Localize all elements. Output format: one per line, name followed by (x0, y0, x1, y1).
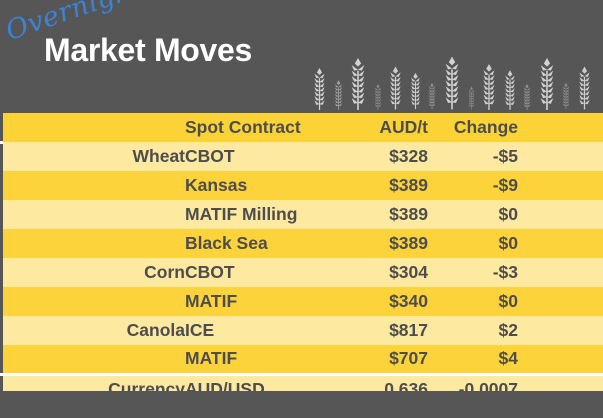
gutter-cell (0, 200, 3, 229)
wheat-stalk-icon (429, 82, 436, 110)
table-row[interactable]: Kansas $389 -$9 (0, 171, 603, 200)
cell-price: $707 (389, 348, 428, 368)
wheat-stalk-icon (410, 72, 420, 110)
wheat-stalk-icon (579, 66, 590, 110)
wheat-stalk-icon (468, 86, 474, 110)
column-header-aud: AUD/t (379, 116, 428, 137)
cell-spacer (518, 345, 603, 374)
cell-spot-contract: MATIF Milling (185, 203, 298, 224)
table-row[interactable]: MATIF $707 $4 (0, 345, 603, 374)
cell-spacer (518, 316, 603, 345)
cell-spacer (518, 258, 603, 287)
wheat-stalk-icon (314, 68, 325, 110)
cell-spot-contract: Black Sea (185, 232, 268, 253)
cell-spot-contract: CBOT (185, 261, 235, 282)
table-row[interactable]: Canola ICE $817 $2 (0, 316, 603, 345)
card-footer (0, 391, 603, 418)
cell-change: $4 (498, 348, 518, 368)
cell-change: $0 (498, 232, 518, 253)
cell-spacer (518, 229, 603, 258)
table-row[interactable]: Wheat CBOT $328 -$5 (0, 142, 603, 171)
wheat-stalk-icon (524, 84, 531, 110)
cell-change: -$3 (492, 261, 518, 282)
title-block: Overnight Market Moves (0, 0, 330, 113)
page-title: Market Moves (44, 32, 253, 68)
wheat-decoration (313, 48, 603, 110)
cell-price: $389 (389, 203, 428, 224)
table-body: Wheat CBOT $328 -$5 Kansas $389 -$9 MATIF Milli… (0, 142, 603, 403)
wheat-stalk-icon (374, 84, 381, 110)
cell-price: $340 (389, 290, 428, 311)
wheat-stalk-icon (483, 64, 495, 110)
cell-spot-contract: MATIF (185, 290, 238, 311)
cell-category: Wheat (132, 145, 186, 166)
column-header-spacer (518, 113, 603, 142)
column-header-change: Change (453, 116, 518, 137)
cell-change: $0 (498, 203, 518, 224)
column-header-spot-contract: Spot Contract (185, 116, 301, 137)
market-moves-table: Spot Contract AUD/t Change Wheat CBOT $328… (0, 113, 603, 403)
cell-change: $0 (498, 290, 518, 311)
table-row[interactable]: Corn CBOT $304 -$3 (0, 258, 603, 287)
cell-category (3, 200, 185, 229)
table-header: Spot Contract AUD/t Change (0, 113, 603, 144)
cell-price: $389 (389, 232, 428, 253)
cell-change: -$9 (492, 174, 518, 195)
wheat-stalk-icon (390, 66, 401, 110)
gutter-cell (0, 345, 3, 374)
card-header: Overnight Market Moves (0, 0, 603, 113)
wheat-stalk-icon (504, 70, 515, 110)
table-header-row: Spot Contract AUD/t Change (0, 113, 603, 144)
table-row[interactable]: Black Sea $389 $0 (0, 229, 603, 258)
wheat-stalk-icon (540, 58, 554, 110)
gutter-cell (0, 171, 3, 200)
cell-change: $2 (498, 319, 518, 340)
wheat-stalk-icon (563, 82, 570, 110)
cell-spot-contract: Kansas (185, 174, 248, 195)
cell-change: -$5 (492, 145, 518, 166)
gutter-cell (0, 287, 3, 316)
cell-spot-contract: MATIF (185, 348, 238, 368)
cell-spot-contract: ICE (185, 319, 215, 340)
table-row[interactable]: MATIF $340 $0 (0, 287, 603, 316)
cell-spacer (518, 142, 603, 171)
gutter-cell (0, 258, 3, 287)
wheat-stalk-icon (445, 56, 459, 110)
gutter-cell (0, 229, 3, 258)
gutter-cell (0, 372, 3, 403)
cell-category: Corn (144, 261, 185, 282)
gutter-cell (0, 113, 3, 144)
cell-price: $389 (389, 174, 428, 195)
table-row[interactable]: MATIF Milling $389 $0 (0, 200, 603, 229)
cell-spacer (518, 200, 603, 229)
cell-price: $304 (389, 261, 428, 282)
column-header-category (3, 113, 185, 142)
cell-price: $817 (389, 319, 428, 340)
cell-price: $328 (389, 145, 428, 166)
cell-spacer (518, 171, 603, 200)
wheat-stalk-icon (351, 58, 365, 110)
wheat-stalk-icon (334, 80, 342, 110)
cell-spot-contract: CBOT (185, 145, 235, 166)
gutter-cell (0, 316, 3, 345)
cell-category (3, 287, 185, 316)
cell-category (3, 345, 185, 374)
cell-category (3, 229, 185, 258)
cell-category: Canola (126, 319, 185, 340)
gutter-cell (0, 142, 3, 171)
cell-spacer (518, 287, 603, 316)
cell-category (3, 171, 185, 200)
